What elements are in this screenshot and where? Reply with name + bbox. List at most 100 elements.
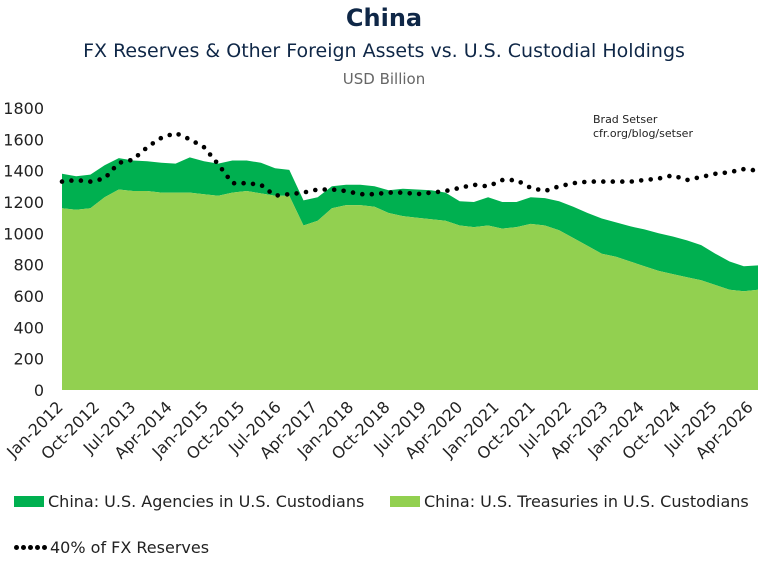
series-point-reserves: [388, 190, 394, 195]
y-tick-label: 600: [13, 287, 44, 306]
series-area-agencies: [62, 157, 758, 292]
series-point-reserves: [435, 189, 441, 195]
series-point-reserves: [572, 180, 578, 186]
series-point-reserves: [378, 191, 384, 196]
series-point-reserves: [150, 141, 156, 146]
series-point-reserves: [142, 146, 148, 152]
series-point-reserves: [241, 180, 246, 186]
series-point-reserves: [657, 175, 663, 181]
series-point-reserves: [445, 188, 450, 193]
series-point-reserves: [213, 159, 219, 165]
series-point-reserves: [741, 166, 746, 172]
legend-label-treasuries: China: U.S. Treasuries in U.S. Custodian…: [424, 492, 749, 511]
series-point-reserves: [463, 184, 469, 189]
series-point-reserves: [267, 189, 272, 194]
series-point-reserves: [322, 187, 328, 192]
series-point-reserves: [294, 191, 299, 196]
series-point-reserves: [545, 187, 550, 193]
series-point-reserves: [158, 135, 164, 141]
series-point-reserves: [629, 179, 635, 184]
series-point-reserves: [407, 191, 413, 196]
series-point-reserves: [582, 179, 587, 185]
series-point-reserves: [397, 190, 403, 195]
chart-subtitle: FX Reserves & Other Foreign Assets vs. U…: [83, 40, 685, 62]
series-point-reserves: [694, 175, 700, 181]
series-point-reserves: [88, 179, 93, 184]
series-point-reserves: [676, 175, 681, 180]
series-point-reserves: [610, 179, 616, 184]
series-point-reserves: [638, 178, 644, 183]
series-point-reserves: [185, 135, 190, 141]
y-tick-label: 400: [13, 318, 44, 337]
legend-item-agencies: China: U.S. Agencies in U.S. Custodians: [14, 492, 364, 511]
y-tick-label: 200: [13, 350, 44, 369]
y-tick-label: 1000: [3, 224, 44, 243]
y-tick-label: 800: [13, 256, 44, 275]
series-point-reserves: [472, 182, 478, 188]
series-point-reserves: [601, 179, 606, 184]
series-point-reserves: [193, 140, 198, 145]
series-point-reserves: [518, 180, 523, 185]
chart-title: China: [345, 4, 423, 32]
series-point-reserves: [454, 186, 460, 191]
series-point-reserves: [360, 191, 365, 197]
series-point-reserves: [713, 171, 718, 177]
series-point-reserves: [105, 173, 110, 178]
chart-unit: USD Billion: [342, 70, 426, 88]
legend-label-agencies: China: U.S. Agencies in U.S. Custodians: [48, 492, 365, 511]
series-point-reserves: [78, 178, 84, 183]
series-point-reserves: [250, 181, 256, 187]
series-point-reserves: [620, 179, 625, 184]
series-point-reserves: [313, 187, 318, 193]
series-point-reserves: [491, 181, 497, 187]
series-point-reserves: [648, 177, 653, 182]
legend-item-reserves: 40% of FX Reserves: [14, 538, 209, 557]
series-point-reserves: [284, 192, 290, 197]
series-point-reserves: [111, 165, 117, 171]
legend-label-reserves: 40% of FX Reserves: [50, 538, 210, 557]
series-point-reserves: [416, 191, 422, 197]
series-point-reserves: [526, 184, 532, 190]
series-point-reserves: [722, 170, 728, 176]
series-point-reserves: [426, 190, 431, 196]
series-point-reserves: [219, 167, 225, 172]
series-point-reserves: [703, 173, 709, 179]
series-point-reserves: [482, 183, 488, 189]
series-point-reserves: [59, 179, 65, 184]
y-tick-label: 1400: [3, 162, 44, 181]
series-point-reserves: [97, 177, 102, 182]
legend-swatch-reserves: [14, 545, 48, 551]
series-point-reserves: [176, 132, 181, 137]
series-point-reserves: [500, 177, 505, 183]
series-point-reserves: [685, 177, 690, 183]
series-point-reserves: [369, 191, 375, 197]
y-tick-label: 0: [34, 381, 44, 400]
series-point-reserves: [167, 132, 172, 138]
series-point-reserves: [331, 187, 337, 192]
legend-swatch-agencies: [14, 496, 44, 507]
series-point-reserves: [225, 174, 230, 180]
series-point-reserves: [731, 168, 737, 174]
series-point-reserves: [231, 180, 237, 186]
series-point-reserves: [591, 179, 597, 184]
series-point-reserves: [341, 188, 346, 194]
series-point-reserves: [554, 184, 559, 190]
series-point-reserves: [135, 153, 141, 158]
series-point-reserves: [535, 187, 541, 192]
legend-swatch-treasuries: [390, 496, 420, 507]
y-tick-label: 1800: [3, 99, 44, 118]
series-point-reserves: [303, 189, 309, 195]
series-point-reserves: [275, 193, 281, 198]
series-point-reserves: [350, 190, 356, 195]
chart-annotation-url: cfr.org/blog/setser: [593, 127, 693, 140]
series-point-reserves: [207, 152, 213, 157]
chart-annotation-author: Brad Setser: [593, 113, 658, 126]
series-area-treasuries: [62, 189, 758, 390]
series-point-reserves: [128, 158, 133, 163]
series-point-reserves: [118, 160, 124, 165]
series-point-reserves: [259, 183, 265, 188]
legend-item-treasuries: China: U.S. Treasuries in U.S. Custodian…: [390, 492, 749, 511]
y-tick-label: 1600: [3, 130, 44, 149]
series-point-reserves: [563, 182, 568, 188]
series-point-reserves: [667, 173, 672, 179]
